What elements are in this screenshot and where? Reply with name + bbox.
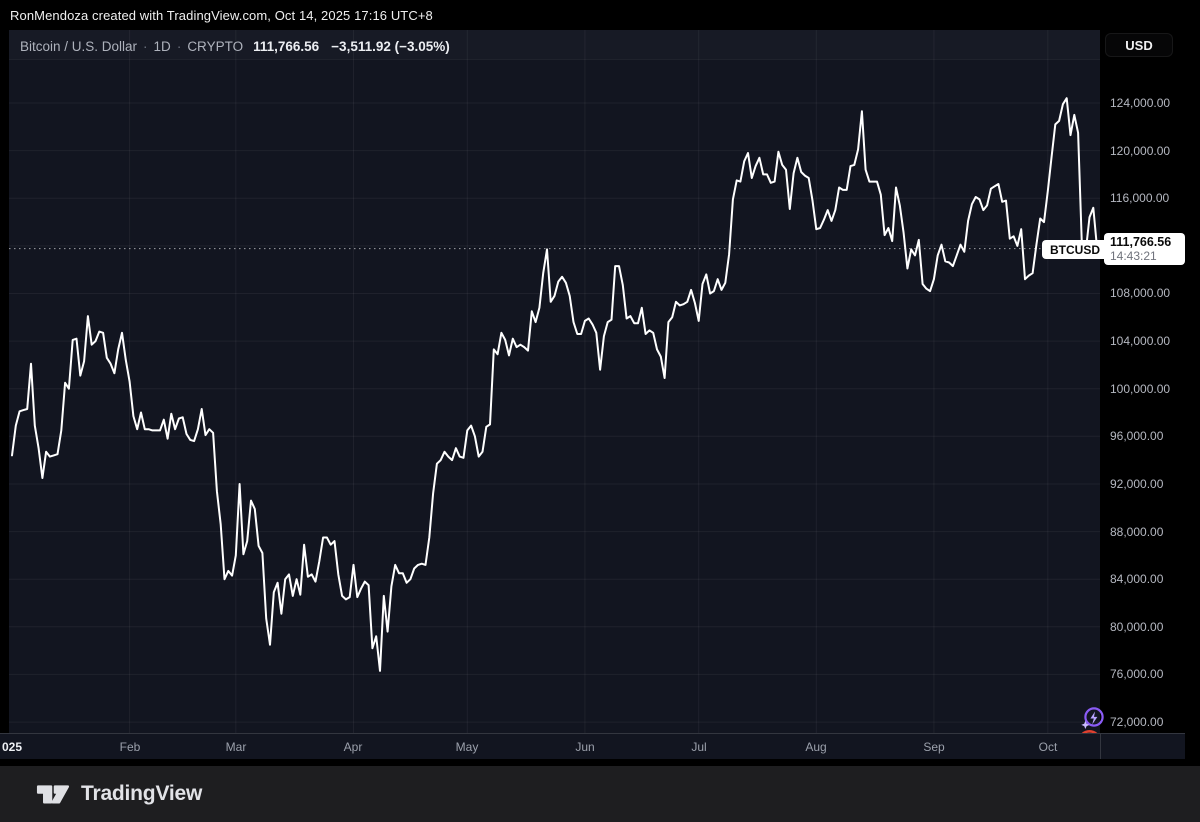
last-price-value: 111,766.56 [1110,235,1172,249]
axis-corner-separator [1100,734,1101,760]
price-tick-label: 88,000.00 [1110,525,1164,539]
symbol-title: Bitcoin / U.S. Dollar [20,38,138,54]
legend-last-price: 111,766.56 [253,38,320,54]
time-tick-month: Jun [575,740,595,754]
time-tick-month: Mar [225,740,247,754]
attribution-bar: RonMendoza created with TradingView.com,… [0,0,1200,30]
price-tick-label: 80,000.00 [1110,620,1164,634]
bottom-gap [0,759,1200,766]
legend-separator: · [143,38,148,54]
attribution-text: RonMendoza created with TradingView.com,… [10,7,433,23]
time-tick-month: Sep [923,740,945,754]
price-tick-label: 116,000.00 [1110,191,1170,205]
market-label: CRYPTO [187,38,244,54]
price-tick-label: 108,000.00 [1110,286,1171,300]
time-tick-month: Aug [805,740,827,754]
bar-countdown: 14:43:21 [1110,249,1157,263]
price-tick-label: 104,000.00 [1110,334,1171,348]
chart-canvas[interactable] [9,30,1100,733]
price-tick-label: 72,000.00 [1110,715,1164,729]
legend-change: −3,511.92 (−3.05%) [331,38,450,54]
price-tick-label: 120,000.00 [1110,144,1171,158]
price-tick-label: 84,000.00 [1110,572,1164,586]
time-tick-month: Oct [1038,740,1058,754]
time-tick-year: 025 [1,740,23,754]
time-tick-month: Jul [691,740,707,754]
price-tick-label: 100,000.00 [1110,382,1171,396]
price-tick-label: 76,000.00 [1110,667,1164,681]
price-line-chart[interactable] [9,30,1100,733]
currency-button[interactable]: USD [1105,33,1173,57]
price-tick-label: 124,000.00 [1110,96,1171,110]
tradingview-logo[interactable]: TradingView [34,780,202,808]
time-tick-month: May [455,740,479,754]
last-price-box: 111,766.56 14:43:21 [1104,233,1185,265]
tradingview-wordmark: TradingView [81,782,203,805]
interval-label: 1D [153,38,171,54]
time-tick-month: Apr [343,740,363,754]
time-axis[interactable]: 025 Feb Mar Apr May Jun Jul Aug Sep Oct [0,733,1185,760]
chart-stage: Bitcoin / U.S. Dollar · 1D · CRYPTO 111,… [0,30,1200,753]
chart-legend: Bitcoin / U.S. Dollar · 1D · CRYPTO 111,… [20,37,450,55]
symbol-price-flag: BTCUSD [1042,240,1108,259]
footer-bar: TradingView [0,766,1200,822]
spark-indicator-icon[interactable] [1079,705,1106,732]
legend-separator: · [176,38,182,54]
price-tick-label: 92,000.00 [1110,477,1164,491]
time-tick-month: Feb [119,740,141,754]
price-tick-label: 96,000.00 [1110,429,1164,443]
tradingview-logo-icon [36,785,70,804]
